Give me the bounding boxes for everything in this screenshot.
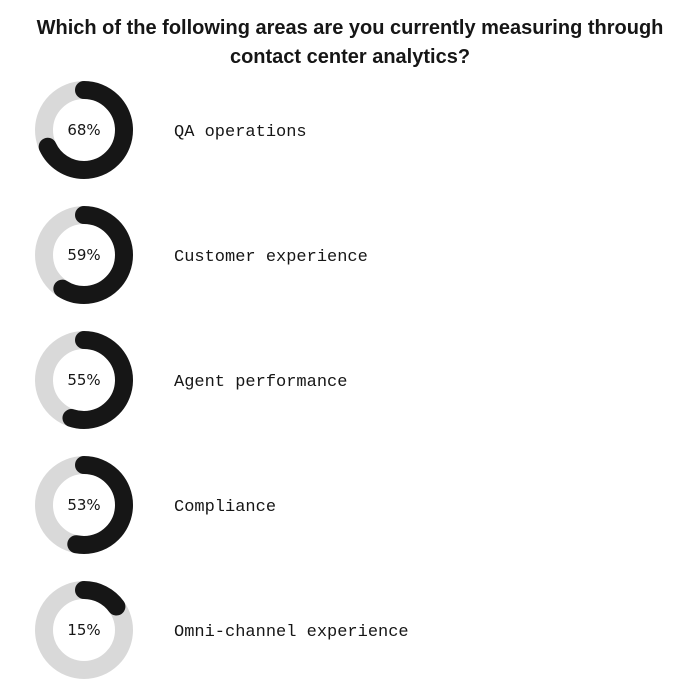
donut-arc: [35, 456, 133, 554]
category-label: Agent performance: [174, 373, 347, 392]
category-label: Compliance: [174, 498, 276, 517]
category-label: Customer experience: [174, 248, 368, 267]
donut-row: 68% QA operations: [35, 81, 307, 179]
donut-arc: [35, 581, 133, 679]
donut-value-label: 53%: [67, 496, 100, 514]
donut-value-label: 15%: [67, 621, 100, 639]
chart-title-line-1: Which of the following areas are you cur…: [36, 17, 664, 39]
donut-arc: [35, 331, 133, 429]
donut-arc: [35, 206, 133, 304]
chart-title-line-2: contact center analytics?: [229, 46, 471, 68]
chart-title: Which of the following areas are you cur…: [0, 14, 700, 72]
donut-row: 55% Agent performance: [35, 331, 347, 429]
donut-row: 15% Omni-channel experience: [35, 581, 409, 679]
donut-value-label: 68%: [67, 121, 100, 139]
donut-arc: [35, 81, 133, 179]
donut-row: 59% Customer experience: [35, 206, 368, 304]
donut-row: 53% Compliance: [35, 456, 276, 554]
donut-value-label: 59%: [67, 246, 100, 264]
donut-value-label: 55%: [67, 371, 100, 389]
category-label: QA operations: [174, 123, 307, 142]
category-label: Omni-channel experience: [174, 623, 409, 642]
